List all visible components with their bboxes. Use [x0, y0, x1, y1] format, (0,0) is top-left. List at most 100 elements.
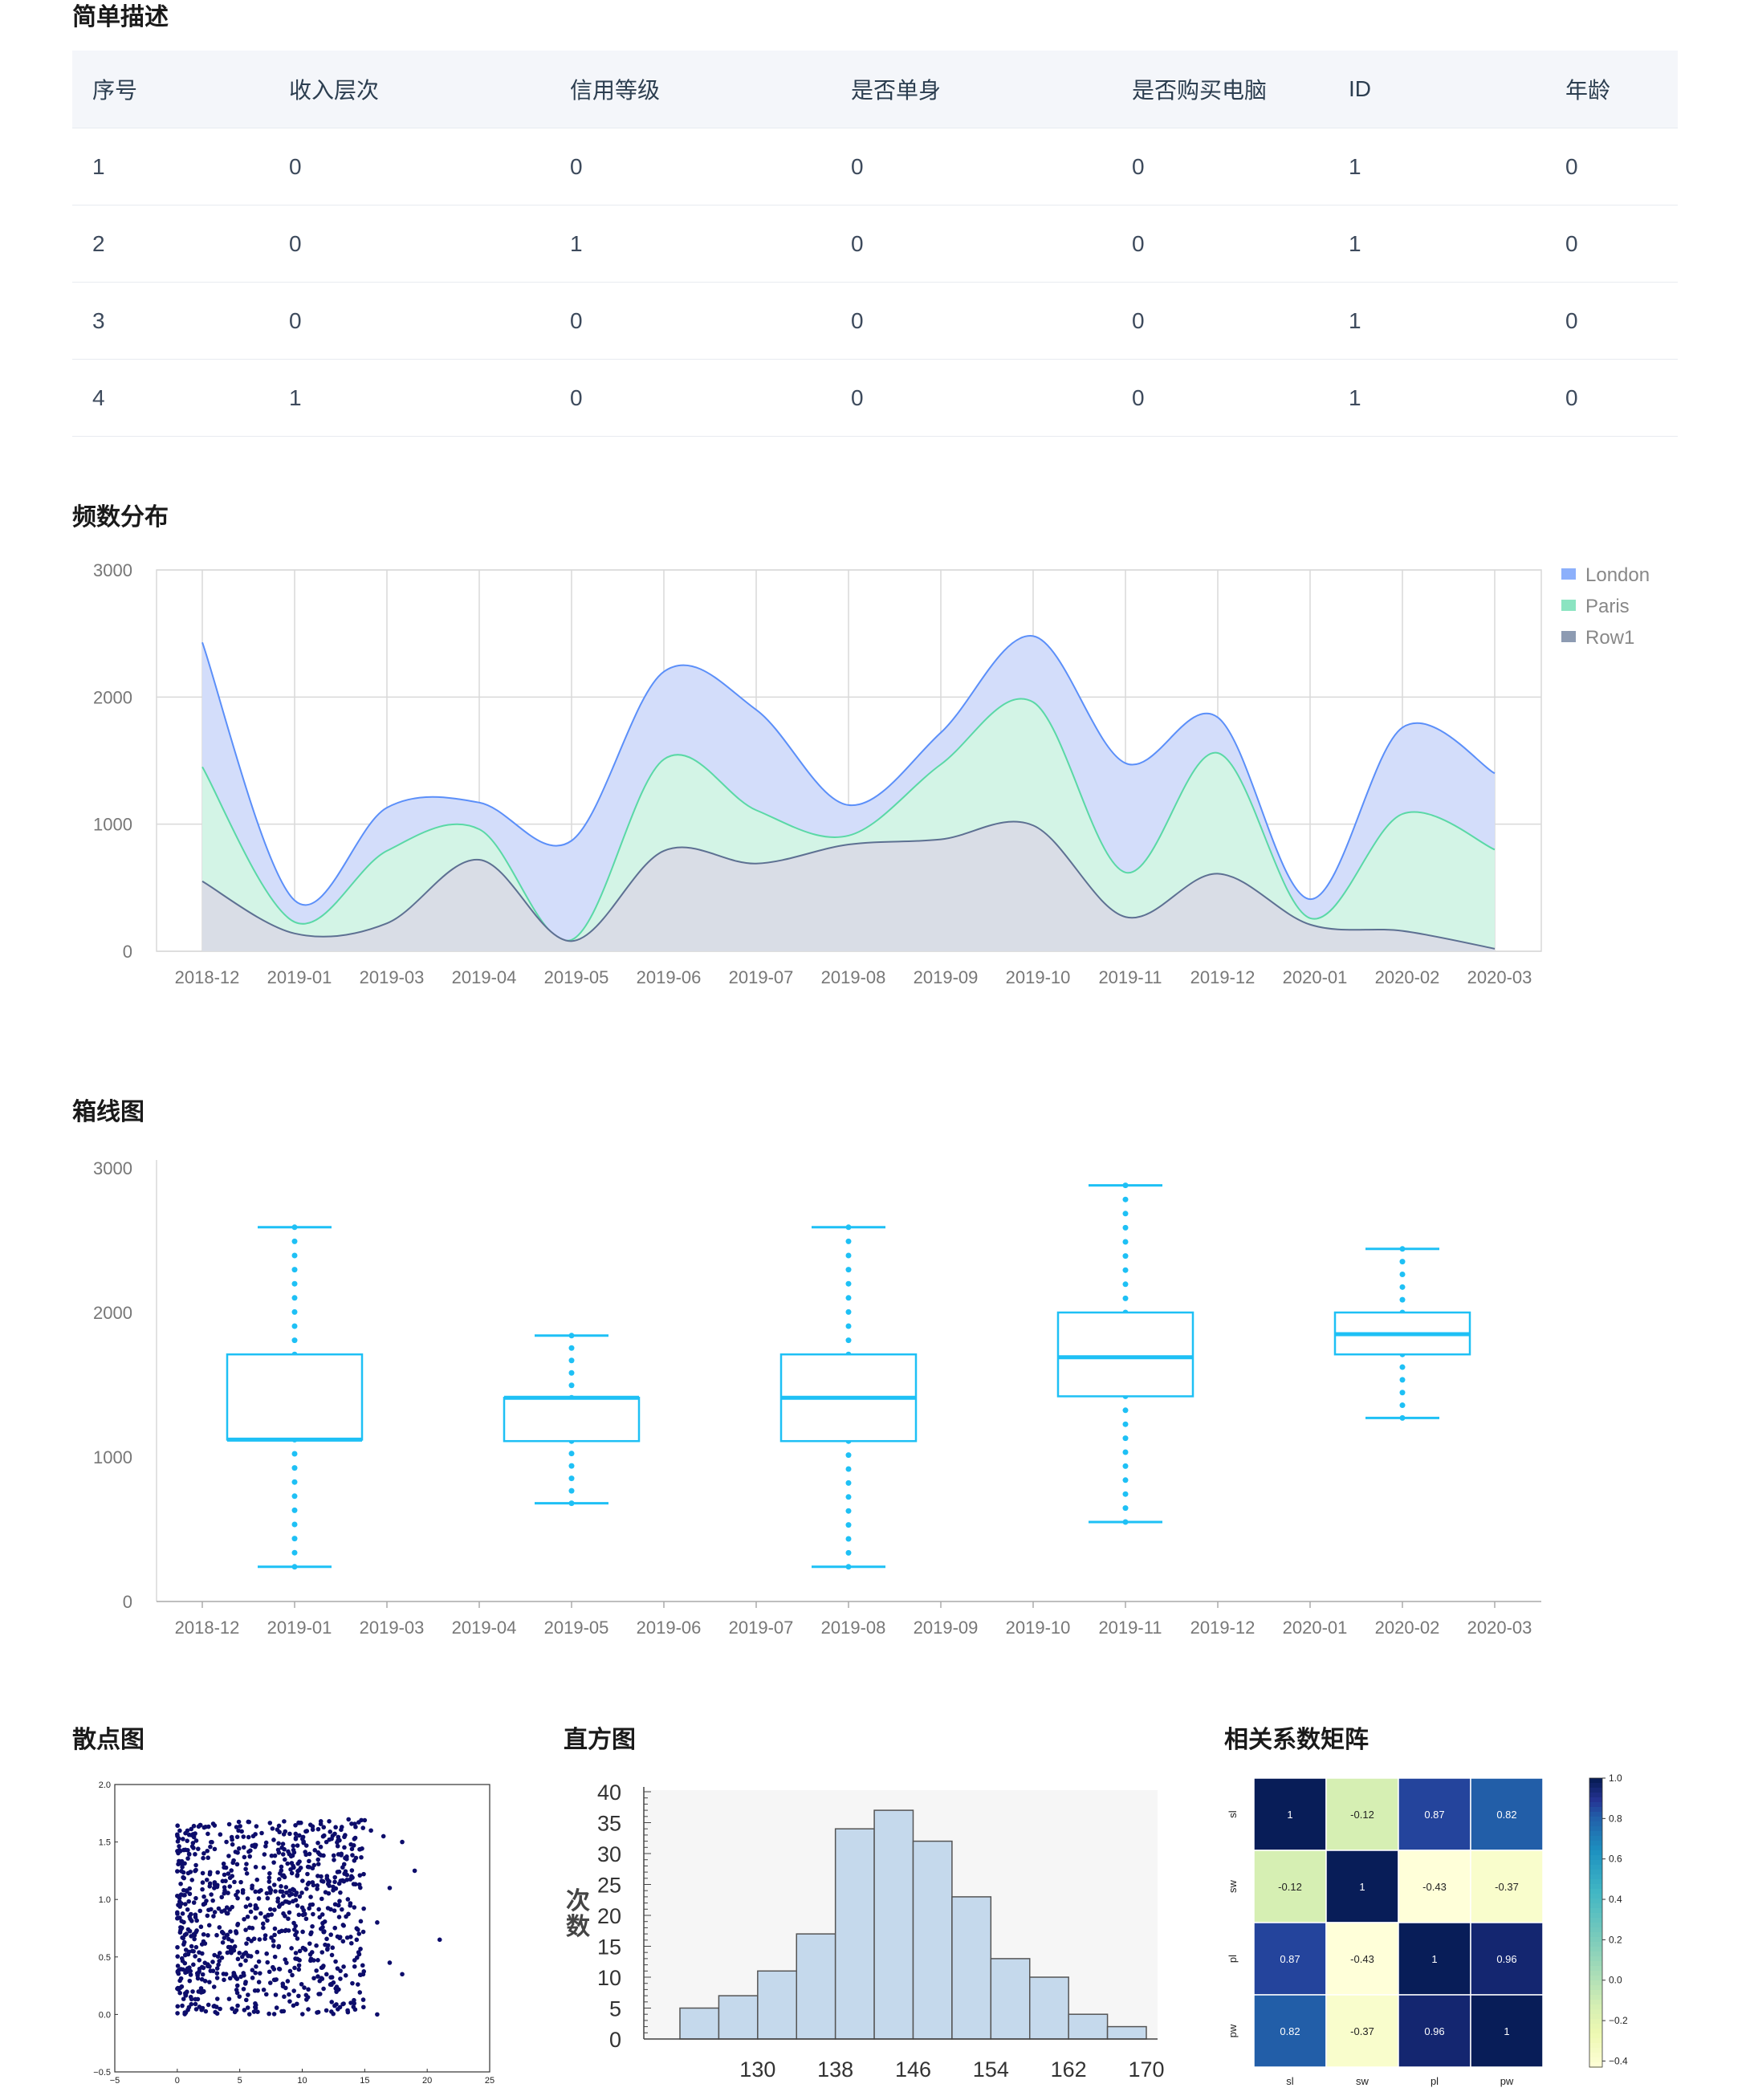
scatter-point [351, 2004, 356, 2009]
y-tick-label: 3000 [93, 560, 132, 580]
colorbar-segment [1589, 1976, 1602, 1981]
whisker-dot [291, 1280, 298, 1287]
scatter-point [289, 1946, 294, 1951]
scatter-point [336, 1915, 342, 1919]
whisker-dot [291, 1521, 298, 1528]
heatmap-cell [1325, 1850, 1399, 1923]
colorbar-segment [1589, 1797, 1602, 1803]
y-tick-label: −0.5 [93, 2068, 111, 2078]
colorbar-tick-label: 0.6 [1609, 1854, 1622, 1865]
scatter-point [340, 1865, 345, 1870]
scatter-point [284, 1899, 290, 1904]
scatter-point [334, 1984, 340, 1989]
colorbar-segment [1589, 2019, 1602, 2025]
colorbar-segment [1589, 1908, 1602, 1914]
scatter-point [214, 1996, 220, 2001]
scatter-point [315, 1826, 321, 1832]
scatter-point [306, 2007, 311, 2012]
scatter-point [300, 1929, 305, 1935]
scatter-point [235, 1850, 240, 1855]
scatter-point [191, 1931, 197, 1937]
scatter-point [258, 1887, 263, 1893]
whisker-dot [1399, 1364, 1406, 1370]
scatter-point [234, 1929, 238, 1934]
colorbar-segment [1589, 2004, 1602, 2010]
box-2019-05 [503, 1333, 641, 1507]
scatter-point [297, 1833, 302, 1838]
whisker-dot [291, 1295, 298, 1301]
whisker-dot [291, 1549, 298, 1556]
whisker-dot [1122, 1211, 1129, 1217]
scatter-point [287, 1999, 292, 2004]
colorbar-segment [1589, 1836, 1602, 1842]
scatter-point [223, 1865, 229, 1870]
colorbar-segment [1589, 1831, 1602, 1837]
scatter-point [195, 1996, 201, 2002]
scatter-point [275, 1896, 281, 1901]
scatter-point [214, 1971, 220, 1976]
x-tick-label: 0 [175, 2076, 180, 2086]
scatter-point [180, 1911, 185, 1916]
scatter-point [269, 1935, 274, 1940]
scatter-point [368, 1828, 373, 1833]
scatter-point [267, 1870, 272, 1876]
colorbar-segment [1589, 1899, 1602, 1904]
scatter-point [307, 1822, 313, 1827]
scatter-point [199, 1942, 205, 1947]
scatter-point [356, 1882, 362, 1887]
scatter-point [355, 1955, 360, 1960]
section-title-histogram: 直方图 [564, 1727, 636, 1753]
scatter-point [322, 1919, 328, 1924]
scatter-point [352, 1836, 357, 1842]
scatter-point [332, 1908, 337, 1913]
table-cell: 1 [1329, 359, 1545, 437]
scatter-point [193, 1944, 199, 1950]
x-tick-label: 25 [485, 2076, 494, 2086]
colorbar-segment [1589, 1874, 1602, 1880]
scatter-point [356, 1820, 361, 1825]
scatter-point [277, 1967, 283, 1972]
scatter-point [267, 2011, 271, 2017]
scatter-point [189, 1996, 194, 2002]
scatter-point [210, 1840, 214, 1845]
histogram-bar [796, 1933, 836, 2040]
scatter-point [311, 1976, 316, 1981]
scatter-point [281, 1894, 286, 1899]
box-iqr [1056, 1311, 1194, 1398]
scatter-point [182, 1893, 187, 1898]
scatter-point [299, 1905, 305, 1911]
scatter-point [209, 1907, 214, 1912]
x-tick-label: 2018-12 [175, 1618, 240, 1638]
scatter-point [359, 1854, 364, 1860]
scatter-point [361, 1871, 366, 1877]
y-tick-label: 3000 [93, 1158, 132, 1178]
scatter-point [182, 1960, 188, 1966]
scatter-point [178, 1927, 183, 1933]
scatter-point [203, 2008, 209, 2014]
scatter-point [203, 1824, 208, 1829]
colorbar-tick-label: 0.0 [1609, 1975, 1622, 1986]
scatter-point [310, 1827, 315, 1832]
scatter-point [232, 2009, 238, 2015]
scatter-point [253, 1865, 258, 1870]
scatter-point [375, 2012, 380, 2017]
x-tick-label: 2019-08 [821, 1618, 886, 1638]
whisker-dot [845, 1295, 852, 1301]
scatter-point [258, 1971, 262, 1976]
scatter-point [193, 2007, 199, 2012]
colorbar-segment [1589, 1817, 1602, 1822]
scatter-point [312, 1848, 318, 1853]
scatter-point [300, 1834, 306, 1840]
scatter-point [243, 1866, 248, 1872]
scatter-point [338, 1890, 343, 1895]
scatter-point [283, 1857, 287, 1862]
scatter-point [247, 1854, 253, 1859]
scatter-point [187, 1978, 193, 1984]
x-tick-label: 2019-04 [452, 1618, 517, 1638]
scatter-point [297, 1894, 303, 1899]
scatter-point [279, 1884, 283, 1889]
scatter-point [226, 1890, 230, 1895]
scatter-point [277, 1903, 283, 1907]
scatter-point [349, 1868, 355, 1873]
scatter-point [241, 1845, 246, 1850]
